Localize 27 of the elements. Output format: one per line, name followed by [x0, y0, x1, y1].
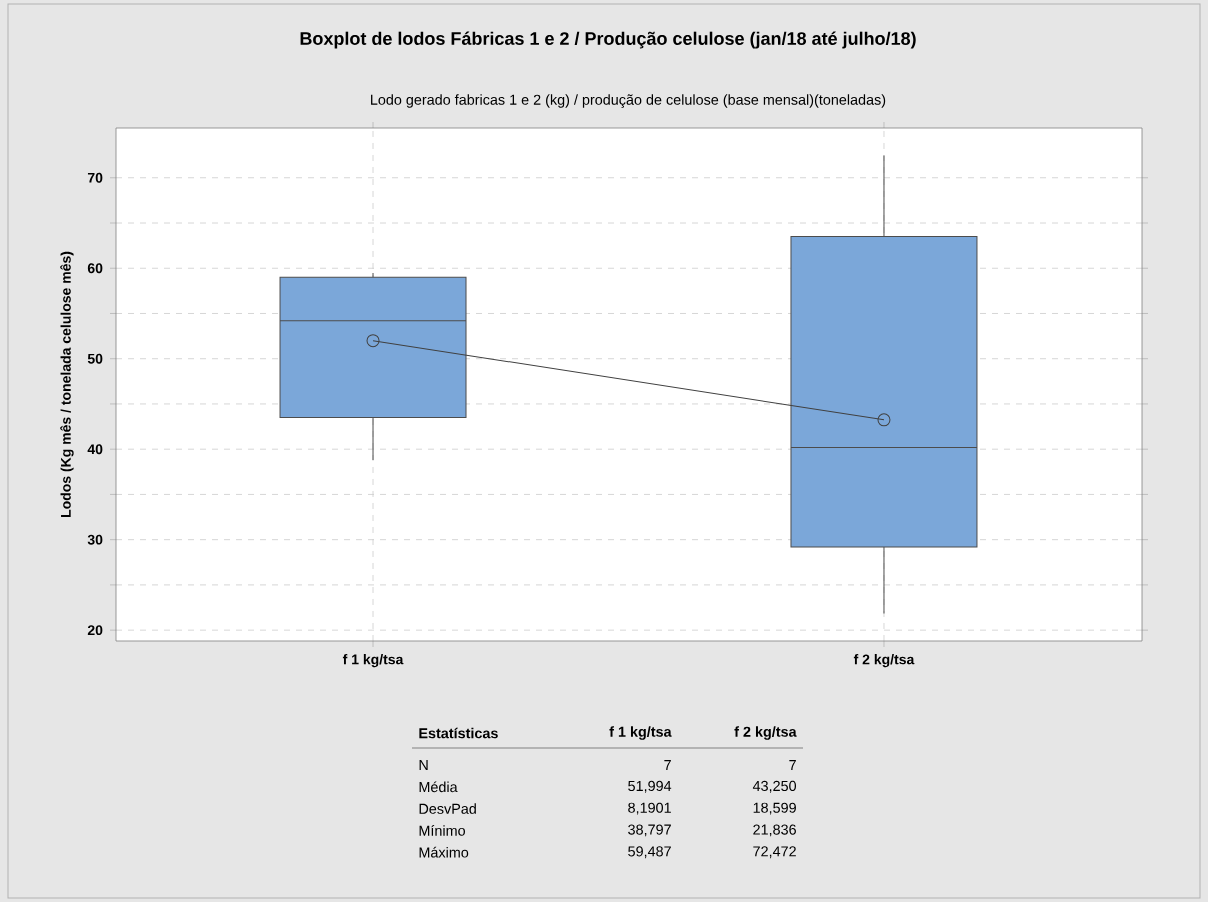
y-tick-label: 60: [87, 263, 103, 274]
text: f 1 kg/tsa: [609, 726, 672, 740]
text: Média: [419, 781, 458, 793]
text: 7: [664, 760, 671, 770]
text: 51,994: [628, 780, 672, 793]
text: 38,797: [628, 824, 671, 837]
text: 43,250: [752, 780, 797, 793]
text: 72,472: [753, 846, 796, 859]
text: N: [419, 760, 428, 770]
text: 8,1901: [628, 802, 671, 815]
y-tick-label: 40: [87, 444, 103, 455]
chart-title: Boxplot de lodos Fábricas 1 e 2 / Produção celulose (jan/18 até julho/18): [300, 31, 916, 49]
text: Estatísticas: [419, 727, 498, 739]
text: 7: [789, 760, 796, 770]
y-axis-title: Lodos (Kg mês / tonelada celulose mês): [60, 251, 74, 517]
text: 21,836: [753, 824, 796, 837]
text: Mínimo: [419, 825, 466, 836]
y-tick-label: 30: [87, 534, 103, 545]
text: DesvPad: [419, 803, 476, 814]
text: 59,487: [628, 846, 671, 859]
text: Máximo: [419, 846, 469, 858]
text: 18,599: [753, 802, 796, 815]
text: f 2 kg/tsa: [734, 726, 797, 740]
chart-subtitle: Lodo gerado fabricas 1 e 2 (kg) / produção de celulose (base mensal)(toneladas): [371, 94, 886, 108]
y-tick-label: 70: [87, 172, 103, 183]
y-tick-label: 50: [87, 353, 103, 364]
y-tick-label: 20: [87, 625, 103, 636]
